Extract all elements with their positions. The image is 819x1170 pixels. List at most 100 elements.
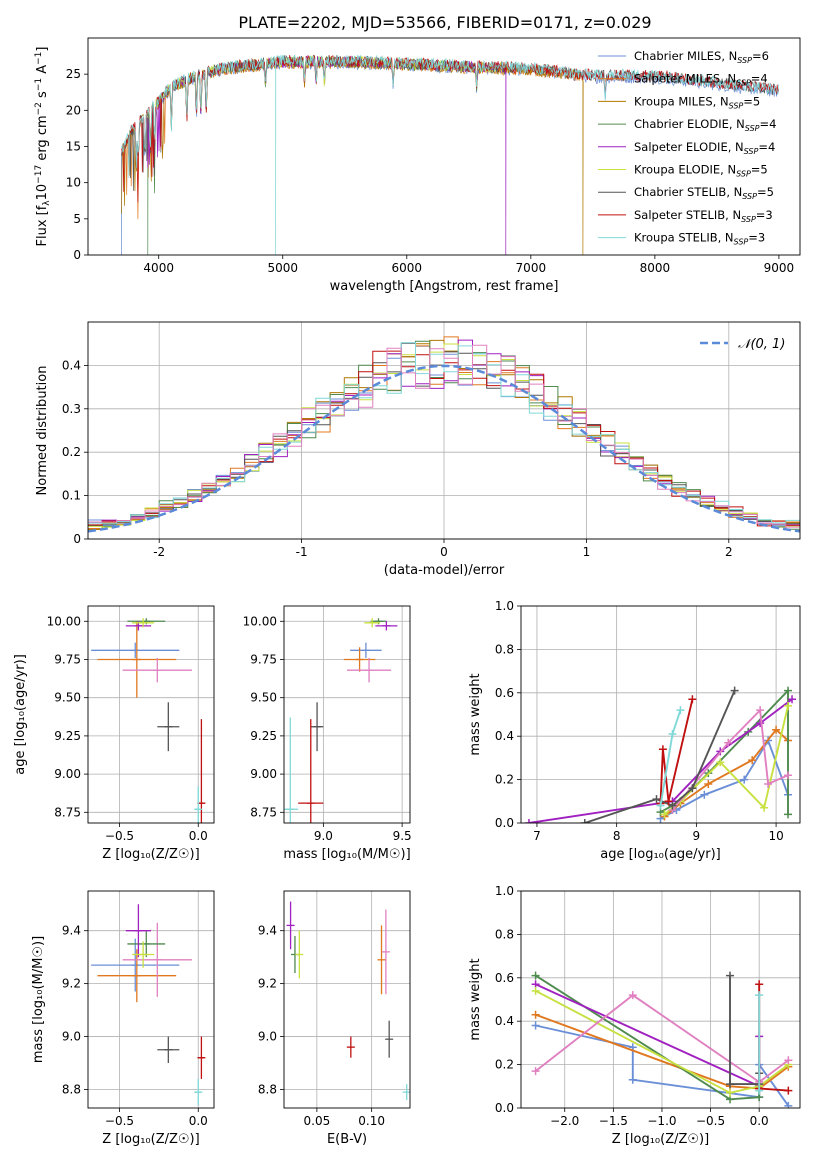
y-tick-label: 9.75 (250, 652, 277, 666)
spectrum-line-kroupa-stelib (121, 54, 780, 255)
weight-line (535, 994, 789, 1084)
x-tick-label: −1.0 (647, 1114, 676, 1128)
weight-marker (688, 695, 697, 704)
y-axis-label: Normed distribution (35, 366, 50, 496)
grid (284, 606, 410, 823)
plot-area (91, 904, 206, 1106)
weight-marker (676, 706, 685, 715)
x-tick-label: 9.0 (314, 829, 333, 843)
y-tick-label: 0.4 (62, 358, 81, 372)
legend-label: Kroupa ELODIE, NSSP=5 (634, 163, 768, 179)
weight-marker (748, 756, 757, 765)
weight-marker (784, 1101, 793, 1108)
x-tick-label: 4000 (143, 261, 174, 275)
x-tick-label: 2 (725, 545, 733, 559)
x-tick-label: −0.5 (105, 829, 134, 843)
y-tick-label: 0.8 (495, 642, 514, 656)
x-axis-label: mass [log₁₀(M/M☉)] (283, 847, 410, 862)
weight-marker (760, 803, 769, 812)
weight-marker (772, 725, 781, 734)
weight-marker (704, 779, 713, 788)
weight-marker (764, 779, 773, 788)
weight-marker (784, 771, 793, 780)
axes-frame (520, 890, 801, 1109)
legend-label: Salpeter ELODIE, NSSP=4 (634, 140, 775, 156)
y-tick-label: 0.8 (495, 927, 514, 941)
y-tick-label: 15 (66, 140, 81, 154)
weight-marker (784, 701, 793, 710)
y-axis-label: age [log₁₀(age/yr)] (13, 654, 28, 775)
x-tick-label: 8 (613, 829, 621, 843)
y-tick-label: 0.2 (495, 773, 514, 787)
y-tick-label: 20 (66, 103, 81, 117)
x-tick-label: 6000 (392, 261, 423, 275)
weight-marker (628, 1075, 637, 1084)
panel-spectrum: 4000 5000 6000 7000 8000 9000 0 5 10 15 20 25 wavele… (34, 37, 801, 294)
legend-label: Chabrier STELIB, NSSP=5 (634, 185, 774, 201)
weight-marker (755, 1086, 764, 1095)
weight-marker (716, 758, 725, 767)
x-tick-label: -1 (296, 545, 308, 559)
legend-label: Kroupa MILES, NSSP=5 (634, 94, 760, 110)
weight-marker (726, 1080, 735, 1089)
y-axis-label: mass weight (468, 673, 483, 755)
weight-marker (580, 819, 589, 823)
y-tick-label: 9.0 (258, 1030, 277, 1044)
y-tick-label: 0 (73, 532, 81, 546)
weight-marker (524, 819, 533, 823)
axes-frame (87, 605, 215, 824)
legend-label: Chabrier ELODIE, NSSP=4 (634, 117, 776, 133)
weight-marker (668, 730, 677, 739)
weight-marker (656, 801, 665, 810)
y-tick-label: 0.0 (495, 1101, 514, 1115)
plot-area (91, 618, 206, 823)
normal-curve (88, 364, 800, 533)
x-axis-label: Z [log₁₀(Z/Z☉)] (102, 1132, 199, 1147)
x-tick-label: 7 (533, 829, 541, 843)
weight-marker (755, 980, 764, 989)
weight-marker (531, 1067, 540, 1076)
weight-line (671, 708, 789, 811)
weight-marker (784, 686, 793, 695)
axes-frame (520, 605, 801, 824)
x-tick-label: -2 (153, 545, 165, 559)
x-axis-label: age [log₁₀(age/yr)] (600, 847, 721, 862)
y-tick-label: 0.3 (62, 402, 81, 416)
x-tick-label: −0.5 (105, 1114, 134, 1128)
weight-line (659, 699, 694, 804)
plot-area (121, 54, 780, 255)
weight-marker (724, 738, 733, 747)
axes-frame (87, 321, 801, 540)
axes-frame (87, 890, 215, 1109)
x-axis-label: Z [log₁₀(Z/Z☉)] (102, 847, 199, 862)
y-tick-label: 1.0 (495, 884, 514, 898)
legend-label: Salpeter MILES, NSSP=4 (634, 72, 768, 88)
y-axis-label: mass weight (468, 958, 483, 1040)
y-tick-label: 10 (66, 176, 81, 190)
grid (88, 606, 214, 823)
legend-label: Salpeter STELIB, NSSP=3 (634, 208, 773, 224)
weight-marker (784, 1086, 793, 1095)
x-tick-label: 9 (693, 829, 701, 843)
panel-weight-vs-age: 7 8 9 10 0.0 0.2 0.4 0.6 0.8 1.0 age [log₁₀(age/yr… (468, 599, 801, 862)
weight-line (535, 983, 761, 1088)
x-tick-label: 7000 (516, 261, 547, 275)
axes-frame (283, 605, 411, 824)
x-tick-label: −1.5 (599, 1114, 628, 1128)
y-tick-label: 0.4 (495, 1014, 514, 1028)
y-tick-label: 9.75 (54, 652, 81, 666)
y-tick-label: 10.00 (47, 614, 81, 628)
panel-mass-vs-EBV: 0.05 0.10 8.8 9.0 9.2 9.4 E(B-V) (258, 890, 411, 1147)
x-tick-label: 0.05 (304, 1114, 331, 1128)
y-tick-label: 0.2 (495, 1058, 514, 1072)
weight-line (660, 738, 789, 820)
x-tick-label: 1 (583, 545, 591, 559)
histogram-series (88, 340, 800, 530)
x-tick-label: 0.0 (189, 829, 208, 843)
y-tick-label: 9.00 (54, 767, 81, 781)
y-tick-label: 9.25 (54, 729, 81, 743)
plot-area (286, 901, 410, 1101)
panel-residuals: -2 -1 0 1 2 0 0.1 0.2 0.3 0.4 (data-model)/error No… (35, 321, 801, 578)
y-tick-label: 0.4 (495, 729, 514, 743)
